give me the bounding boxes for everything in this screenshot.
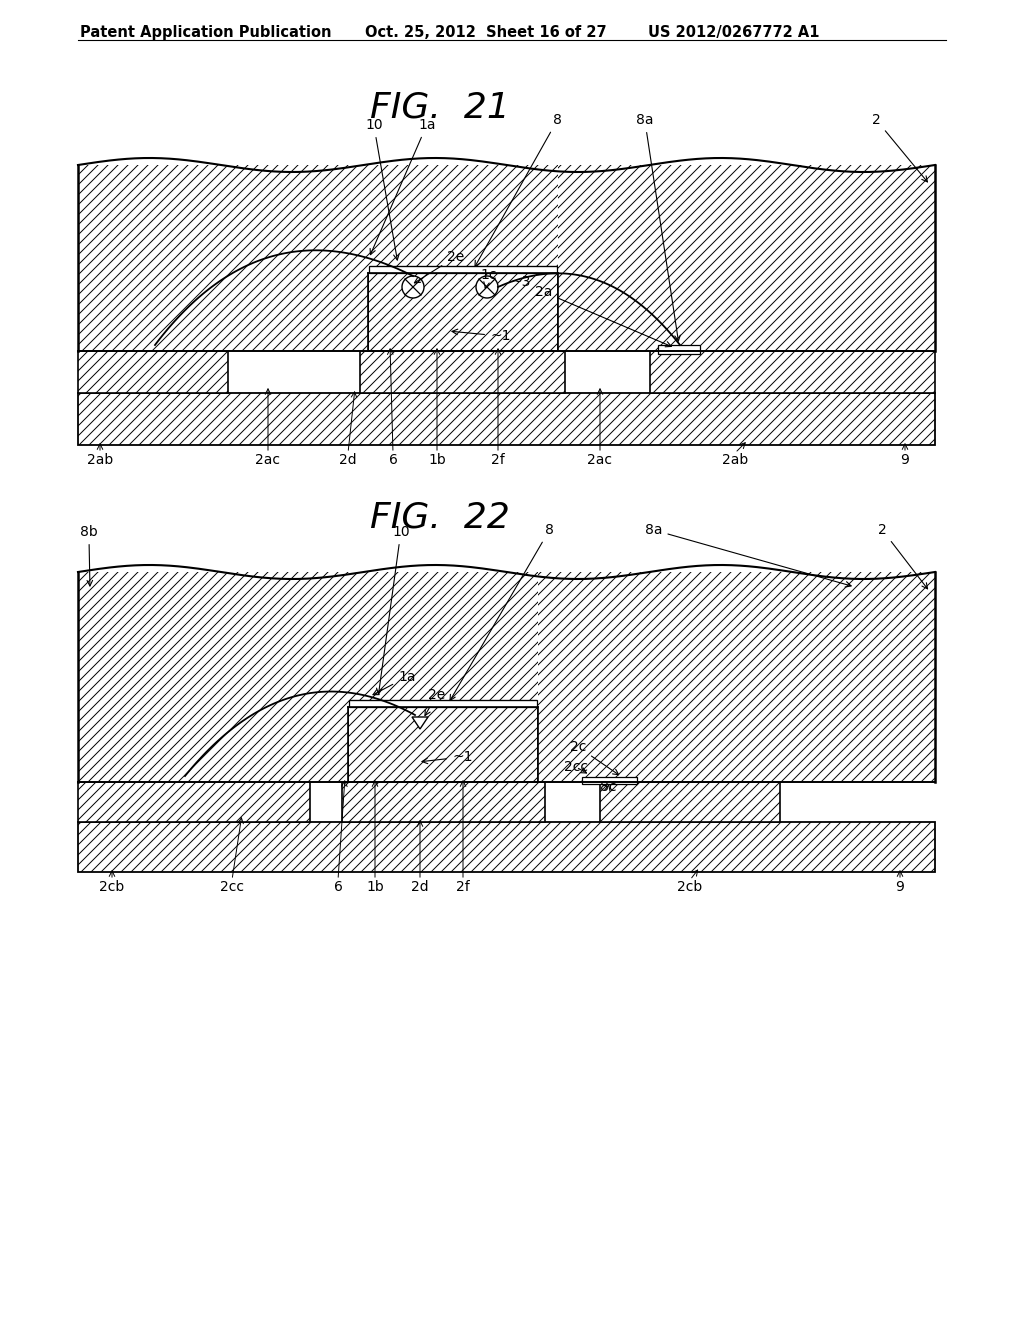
Text: 2: 2 bbox=[878, 523, 928, 589]
Text: 10: 10 bbox=[365, 117, 399, 260]
Text: 2e: 2e bbox=[415, 249, 464, 282]
Text: 2f: 2f bbox=[456, 880, 470, 894]
Text: ~3: ~3 bbox=[510, 275, 530, 289]
Text: 8: 8 bbox=[475, 114, 562, 267]
Text: 2cb: 2cb bbox=[677, 880, 702, 894]
Text: 8b: 8b bbox=[80, 525, 97, 586]
Bar bbox=[369, 267, 557, 273]
Text: 2f: 2f bbox=[492, 453, 505, 467]
Polygon shape bbox=[360, 351, 565, 393]
Text: 8a: 8a bbox=[645, 523, 851, 587]
Text: 10: 10 bbox=[377, 525, 410, 694]
Polygon shape bbox=[558, 165, 935, 351]
Bar bbox=[582, 777, 637, 784]
Polygon shape bbox=[412, 717, 428, 729]
Text: 1b: 1b bbox=[428, 453, 445, 467]
Text: 1a: 1a bbox=[370, 117, 435, 255]
Text: ~1: ~1 bbox=[422, 750, 472, 764]
Text: 6: 6 bbox=[388, 453, 397, 467]
Text: 2cb: 2cb bbox=[99, 880, 125, 894]
Text: 2c: 2c bbox=[570, 741, 618, 775]
Text: 9: 9 bbox=[900, 453, 909, 467]
Text: 6: 6 bbox=[334, 880, 342, 894]
Text: 1a: 1a bbox=[373, 671, 416, 694]
Polygon shape bbox=[78, 351, 228, 393]
Circle shape bbox=[476, 276, 498, 298]
Polygon shape bbox=[600, 781, 780, 822]
Text: Patent Application Publication: Patent Application Publication bbox=[80, 25, 332, 40]
Polygon shape bbox=[78, 572, 348, 781]
Polygon shape bbox=[348, 708, 538, 781]
Text: 8: 8 bbox=[450, 523, 554, 701]
Polygon shape bbox=[368, 273, 558, 351]
Text: ~1: ~1 bbox=[452, 329, 511, 343]
Text: 2ac: 2ac bbox=[256, 453, 281, 467]
Polygon shape bbox=[78, 781, 310, 822]
Text: 2d: 2d bbox=[339, 453, 356, 467]
Text: 2e: 2e bbox=[425, 688, 445, 715]
Text: 2d: 2d bbox=[412, 880, 429, 894]
Text: 2a: 2a bbox=[535, 285, 672, 347]
Polygon shape bbox=[650, 351, 935, 393]
Text: 2cc: 2cc bbox=[564, 760, 588, 774]
Text: 9: 9 bbox=[896, 880, 904, 894]
Bar bbox=[658, 345, 700, 354]
Text: 8c: 8c bbox=[600, 780, 616, 795]
Text: Oct. 25, 2012  Sheet 16 of 27: Oct. 25, 2012 Sheet 16 of 27 bbox=[365, 25, 606, 40]
Text: 2: 2 bbox=[872, 114, 928, 182]
Bar bbox=[349, 700, 537, 708]
Text: 8a: 8a bbox=[636, 114, 680, 341]
Polygon shape bbox=[78, 165, 368, 351]
Circle shape bbox=[402, 276, 424, 298]
Text: FIG.  22: FIG. 22 bbox=[370, 500, 510, 535]
Text: 2cc: 2cc bbox=[220, 880, 244, 894]
Text: 2ab: 2ab bbox=[722, 453, 749, 467]
Polygon shape bbox=[342, 781, 545, 822]
Polygon shape bbox=[78, 822, 935, 873]
Text: 2ac: 2ac bbox=[588, 453, 612, 467]
Polygon shape bbox=[538, 572, 935, 781]
Polygon shape bbox=[348, 572, 538, 708]
Polygon shape bbox=[78, 393, 935, 445]
Text: 1c: 1c bbox=[480, 268, 497, 288]
Text: FIG.  21: FIG. 21 bbox=[370, 90, 510, 124]
Polygon shape bbox=[368, 165, 558, 273]
Text: 1b: 1b bbox=[367, 880, 384, 894]
Text: 2ab: 2ab bbox=[87, 453, 113, 467]
Text: US 2012/0267772 A1: US 2012/0267772 A1 bbox=[648, 25, 819, 40]
